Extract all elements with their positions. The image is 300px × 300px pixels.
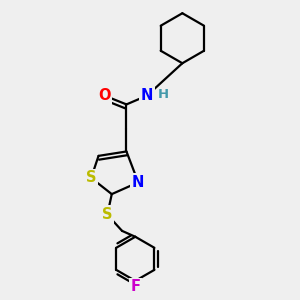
Text: H: H — [158, 88, 169, 100]
Text: S: S — [102, 207, 112, 222]
Text: N: N — [132, 175, 144, 190]
Text: S: S — [86, 170, 96, 185]
Text: F: F — [130, 279, 140, 294]
Text: O: O — [98, 88, 111, 103]
Text: N: N — [141, 88, 153, 103]
